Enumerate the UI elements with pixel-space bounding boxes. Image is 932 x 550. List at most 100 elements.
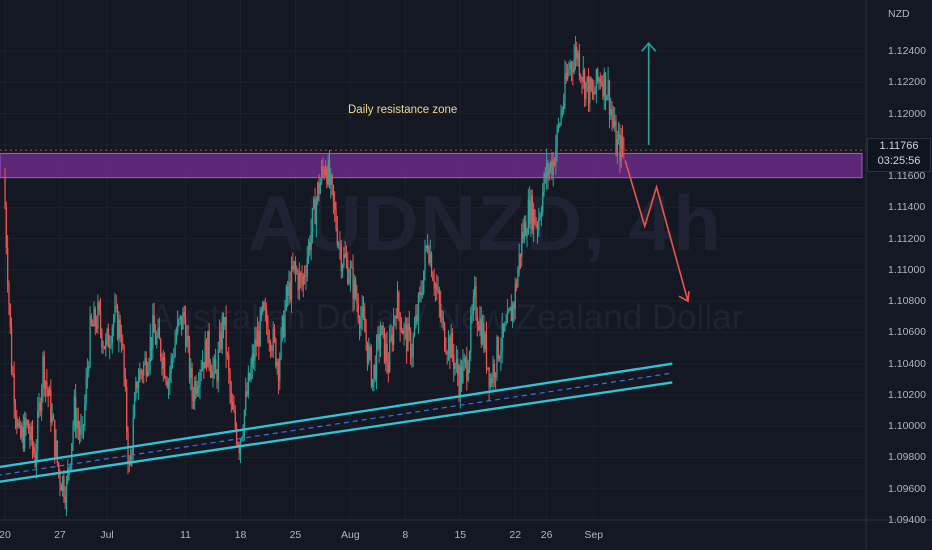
candle-body bbox=[572, 68, 574, 73]
candle-body bbox=[580, 75, 582, 79]
candle-body bbox=[399, 312, 401, 331]
candle-body bbox=[48, 389, 51, 397]
candle-body bbox=[218, 331, 221, 350]
candle-body bbox=[573, 58, 575, 73]
candle-body bbox=[99, 310, 102, 331]
candle-body bbox=[400, 330, 403, 332]
candle-body bbox=[618, 133, 620, 139]
candle-body bbox=[212, 366, 214, 378]
candle-body bbox=[192, 397, 195, 402]
candle-body bbox=[148, 362, 150, 371]
candle-body bbox=[85, 378, 87, 404]
price-tick-label: 1.11400 bbox=[888, 201, 926, 214]
candle-body bbox=[485, 333, 488, 368]
candle-body bbox=[604, 72, 607, 100]
candle-body bbox=[496, 337, 498, 373]
candle-body bbox=[504, 324, 506, 331]
candle-body bbox=[438, 289, 441, 304]
candle-body bbox=[574, 46, 577, 59]
description-watermark: Australian Dollar / New Zealand Dollar bbox=[150, 298, 744, 337]
candle-body bbox=[403, 326, 405, 335]
candle-body bbox=[396, 292, 399, 318]
candle-body bbox=[373, 364, 375, 379]
candle-body bbox=[432, 275, 434, 281]
candle-body bbox=[447, 337, 450, 354]
candle-body bbox=[476, 317, 479, 326]
time-tick-label: 26 bbox=[540, 529, 553, 541]
candle-body bbox=[547, 162, 549, 176]
candle-body bbox=[140, 370, 142, 373]
candle-body bbox=[90, 315, 93, 324]
last-price-tag: 1.11766 03:25:56 bbox=[867, 138, 931, 172]
candle-body bbox=[540, 212, 543, 217]
candle-body bbox=[98, 302, 100, 311]
candle-body bbox=[566, 71, 569, 80]
candle-body bbox=[583, 69, 586, 99]
price-tick-label: 1.10800 bbox=[888, 295, 926, 308]
candle-body bbox=[187, 335, 189, 340]
candle-body bbox=[47, 388, 49, 397]
candle-body bbox=[326, 168, 328, 185]
candle-body bbox=[505, 323, 507, 325]
price-tick-label: 1.10000 bbox=[888, 420, 926, 433]
time-tick-label: 20 bbox=[0, 529, 11, 541]
candle-body bbox=[568, 68, 570, 72]
candle-body bbox=[610, 109, 612, 115]
time-tick-label: Sep bbox=[584, 529, 604, 541]
candle-body bbox=[245, 391, 247, 411]
candle-body bbox=[179, 315, 182, 320]
candle-body bbox=[514, 283, 516, 310]
candle-body bbox=[474, 286, 476, 297]
candle-body bbox=[75, 396, 77, 429]
candle-body bbox=[488, 367, 490, 388]
candle-body bbox=[105, 339, 107, 349]
candle-body bbox=[409, 330, 412, 358]
candle-body bbox=[269, 342, 272, 350]
candle-body bbox=[123, 345, 125, 377]
candle-body bbox=[340, 245, 342, 272]
candle-body bbox=[517, 270, 519, 287]
candle-body bbox=[41, 389, 43, 412]
candle-body bbox=[237, 443, 239, 446]
time-tick-label: 15 bbox=[454, 529, 467, 541]
candle-body bbox=[268, 341, 270, 343]
candle-body bbox=[563, 101, 565, 111]
candle-body bbox=[18, 422, 21, 426]
candle-body bbox=[391, 334, 393, 345]
candle-body bbox=[425, 246, 427, 249]
candle-body bbox=[43, 355, 45, 389]
candle-body bbox=[300, 273, 302, 277]
candle-body bbox=[589, 78, 591, 104]
candle-body bbox=[440, 303, 442, 318]
candle-body bbox=[8, 284, 10, 305]
candle-body bbox=[570, 63, 573, 69]
candle-body bbox=[31, 426, 34, 448]
candle-body bbox=[497, 337, 499, 359]
candle-body bbox=[233, 409, 235, 412]
candle-body bbox=[394, 316, 396, 321]
candle-body bbox=[258, 330, 260, 347]
candle-body bbox=[65, 480, 68, 504]
candle-body bbox=[531, 195, 533, 230]
candle-body bbox=[434, 285, 437, 289]
candle-body bbox=[166, 381, 168, 388]
candle-body bbox=[523, 221, 526, 239]
candle-body bbox=[59, 473, 61, 485]
candle-body bbox=[254, 339, 256, 361]
candle-body bbox=[181, 315, 183, 330]
candle-body bbox=[519, 253, 522, 258]
down-arrow-head bbox=[678, 291, 690, 303]
candle-body bbox=[160, 339, 162, 357]
candle-body bbox=[33, 447, 35, 454]
candle-body bbox=[407, 323, 409, 352]
candle-body bbox=[413, 326, 416, 336]
candle-body bbox=[17, 422, 19, 427]
candle-body bbox=[515, 283, 518, 287]
candle-body bbox=[39, 402, 42, 412]
candle-body bbox=[293, 261, 295, 270]
candle-body bbox=[215, 358, 217, 374]
candle-body bbox=[175, 332, 178, 342]
candle-body bbox=[444, 323, 446, 350]
